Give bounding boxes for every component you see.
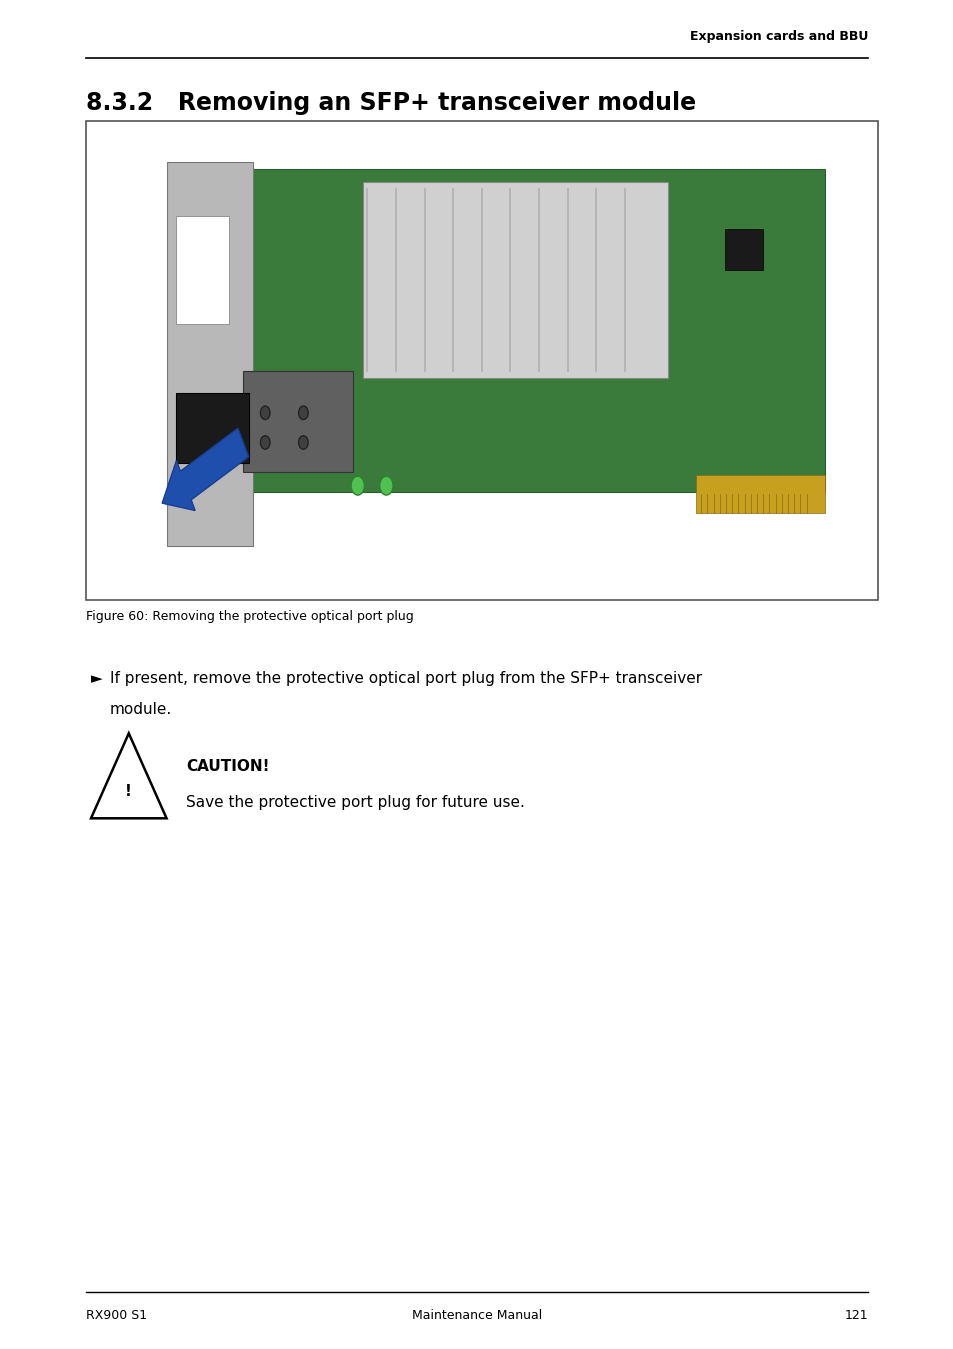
- Circle shape: [260, 406, 270, 420]
- Circle shape: [379, 476, 393, 495]
- Text: CAUTION!: CAUTION!: [186, 758, 270, 774]
- Circle shape: [260, 436, 270, 449]
- Text: module.: module.: [110, 701, 172, 718]
- Circle shape: [351, 476, 364, 495]
- Text: If present, remove the protective optical port plug from the SFP+ transceiver: If present, remove the protective optica…: [110, 670, 701, 687]
- Circle shape: [298, 406, 308, 420]
- Bar: [696, 475, 824, 513]
- Bar: [176, 393, 249, 463]
- Polygon shape: [238, 169, 824, 492]
- FancyArrow shape: [162, 428, 249, 510]
- Text: !: !: [125, 784, 132, 800]
- Text: ►: ►: [91, 670, 102, 687]
- Text: 121: 121: [843, 1309, 867, 1322]
- Bar: [362, 182, 667, 378]
- Bar: [176, 216, 229, 324]
- Text: Maintenance Manual: Maintenance Manual: [412, 1309, 541, 1322]
- Text: Figure 60: Removing the protective optical port plug: Figure 60: Removing the protective optic…: [86, 610, 414, 623]
- Bar: [724, 229, 762, 270]
- Bar: [86, 121, 877, 600]
- Text: Expansion cards and BBU: Expansion cards and BBU: [689, 30, 867, 43]
- Circle shape: [298, 436, 308, 449]
- Bar: [243, 371, 353, 472]
- Text: 8.3.2   Removing an SFP+ transceiver module: 8.3.2 Removing an SFP+ transceiver modul…: [86, 90, 696, 115]
- Bar: [167, 162, 253, 546]
- Text: Save the protective port plug for future use.: Save the protective port plug for future…: [186, 795, 524, 811]
- Text: RX900 S1: RX900 S1: [86, 1309, 147, 1322]
- Polygon shape: [91, 734, 167, 819]
